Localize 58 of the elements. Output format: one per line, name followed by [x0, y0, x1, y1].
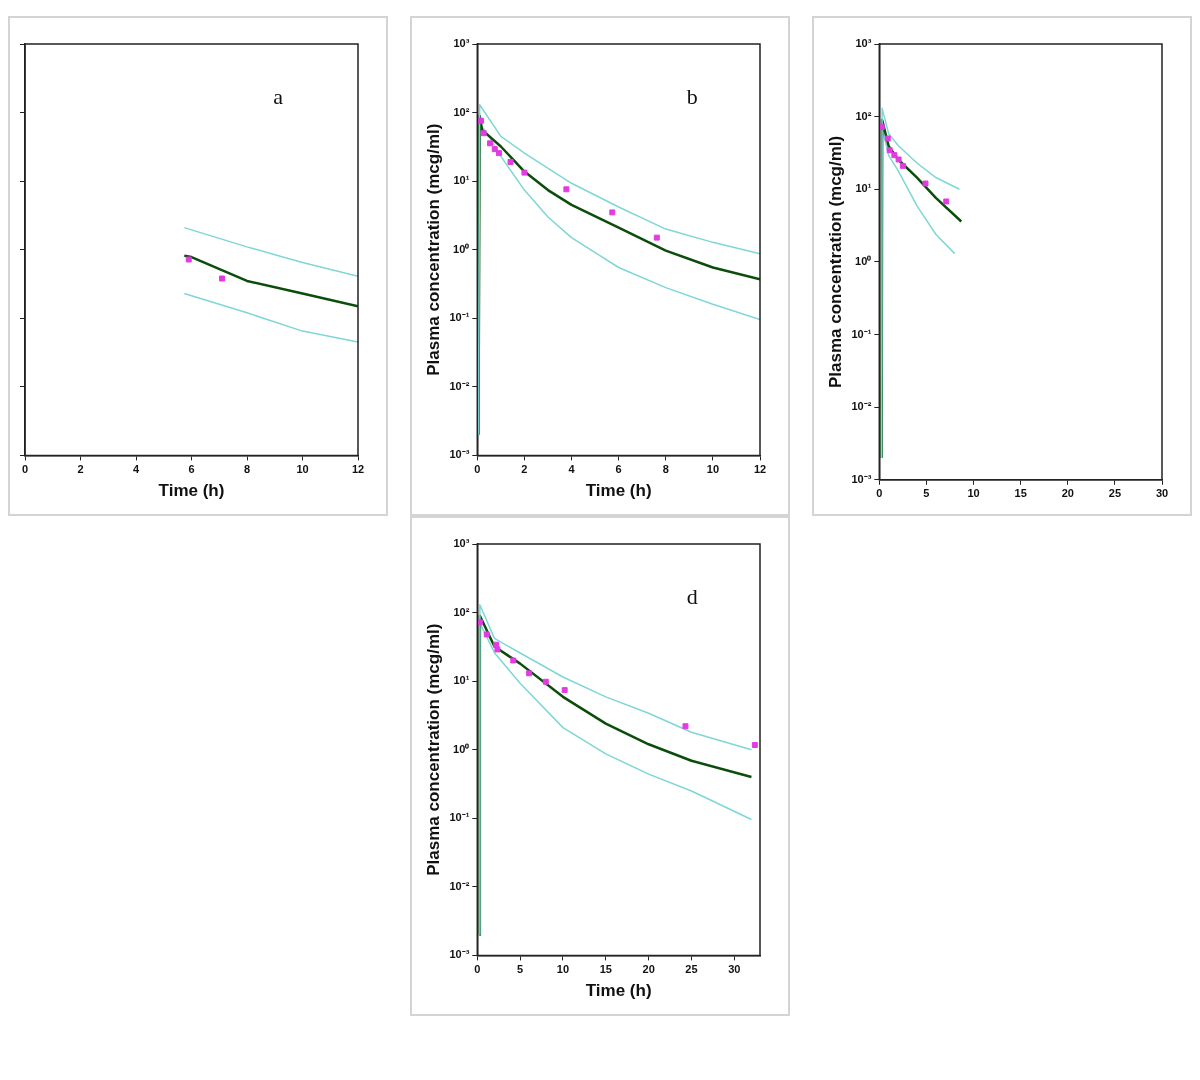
- x-tick-label: 4: [568, 463, 576, 476]
- x-tick-label: 15: [599, 963, 612, 976]
- x-tick-label: 4: [132, 463, 140, 476]
- y-tick-label: 10³: [453, 37, 470, 50]
- y-tick-label: 10⁻¹: [449, 311, 470, 324]
- y-tick-label: 10⁻²: [449, 879, 470, 892]
- x-tick-label: 0: [876, 487, 883, 500]
- y-tick-label: 10⁰: [855, 254, 872, 267]
- x-tick-label: 2: [77, 463, 84, 476]
- y-tick-label: 10⁻³: [449, 948, 470, 961]
- x-tick-label: 6: [615, 463, 622, 476]
- y-tick-label: 10¹: [453, 674, 470, 687]
- x-tick-label: 25: [1108, 487, 1122, 500]
- y-tick-label: 10²: [453, 605, 470, 618]
- y-tick-label: 10⁰: [453, 242, 470, 255]
- y-tick-label: 10⁻²: [449, 379, 470, 392]
- y-tick-label: 10⁻¹: [851, 327, 872, 340]
- annotation: d: [686, 584, 698, 609]
- y-tick-label: 10⁻¹: [449, 811, 470, 824]
- y-tick-label: 10¹: [453, 174, 470, 187]
- x-tick-label: 10: [296, 463, 309, 476]
- x-tick-label: 6: [188, 463, 195, 476]
- x-tick-label: 25: [685, 963, 698, 976]
- x-tick-label: 5: [517, 963, 524, 976]
- y-axis-title: Plasma concentration (mcg/ml): [825, 135, 845, 389]
- y-axis-title: Plasma concentration (mcg/ml): [423, 623, 443, 876]
- x-tick-label: 15: [1014, 487, 1027, 500]
- x-tick-label: 12: [753, 463, 767, 476]
- y-tick-label: 10⁻²: [851, 400, 872, 413]
- y-tick-label: 10²: [453, 105, 470, 118]
- x-tick-label: 12: [351, 463, 365, 476]
- x-tick-label: 0: [474, 463, 481, 476]
- y-tick-label: 10³: [855, 37, 872, 50]
- annotation: b: [686, 84, 698, 109]
- x-tick-label: 20: [642, 963, 655, 976]
- x-tick-label: 30: [1155, 487, 1169, 500]
- y-tick-label: 10¹: [855, 182, 872, 195]
- x-tick-label: 5: [923, 487, 930, 500]
- x-tick-label: 10: [556, 963, 570, 976]
- x-tick-label: 10: [967, 487, 980, 500]
- y-tick-label: 10²: [855, 109, 872, 122]
- x-axis-title: Time (h): [158, 481, 225, 501]
- x-tick-label: 30: [728, 963, 741, 976]
- y-axis-title: Plasma concentration (mcg/ml): [423, 123, 443, 376]
- y-tick-label: 10⁻³: [851, 472, 872, 485]
- x-tick-label: 0: [21, 463, 29, 476]
- x-tick-label: 20: [1061, 487, 1074, 500]
- x-axis-title: Time (h): [585, 481, 652, 501]
- x-tick-label: 8: [243, 463, 251, 476]
- y-tick-label: 10³: [453, 537, 470, 550]
- x-tick-label: 2: [521, 463, 528, 476]
- y-tick-label: 10⁰: [453, 742, 470, 755]
- x-tick-label: 10: [706, 463, 720, 476]
- x-tick-label: 0: [474, 963, 481, 976]
- y-tick-label: 10⁻³: [449, 448, 470, 461]
- x-tick-label: 8: [662, 463, 669, 476]
- annotation: a: [273, 84, 284, 109]
- x-axis-title: Time (h): [585, 981, 652, 1001]
